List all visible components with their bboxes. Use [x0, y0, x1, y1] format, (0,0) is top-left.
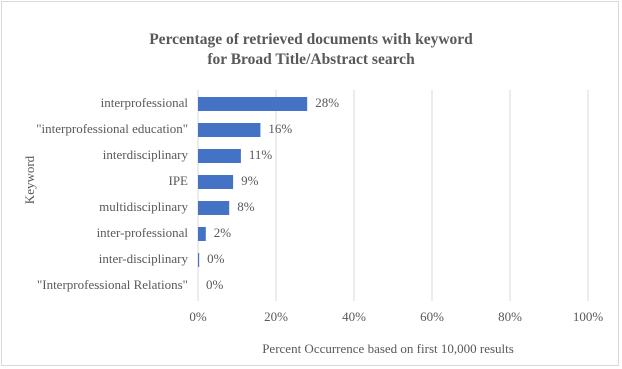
x-tick-labels: 0% 20% 40% 60% 80% 100% — [189, 309, 603, 324]
x-tick-label: 100% — [573, 309, 604, 324]
chart-title: Percentage of retrieved documents with k… — [0, 30, 622, 70]
data-label: 28% — [315, 95, 339, 110]
data-label: 9% — [241, 173, 259, 188]
category-label: inter-disciplinary — [99, 251, 189, 266]
x-tick-label: 80% — [498, 309, 522, 324]
bar — [198, 123, 261, 137]
x-axis-label: Percent Occurrence based on first 10,000… — [262, 341, 514, 356]
category-label: "interprofessional education" — [36, 121, 188, 136]
data-labels: 28% 16% 11% 9% 8% 2% 0% 0% — [206, 95, 339, 292]
x-tick-label: 40% — [342, 309, 366, 324]
x-tick-label: 20% — [264, 309, 288, 324]
category-label: interprofessional — [101, 95, 189, 110]
chart-title-line-2: for Broad Title/Abstract search — [207, 51, 415, 68]
bars — [198, 97, 308, 267]
category-label: IPE — [169, 173, 189, 188]
data-label: 0% — [207, 251, 225, 266]
bar — [198, 201, 230, 215]
x-tick-label: 0% — [189, 309, 207, 324]
data-label: 8% — [237, 199, 255, 214]
category-labels: interprofessional "interprofessional educ… — [36, 95, 188, 292]
category-label: "Interprofessional Relations" — [37, 277, 188, 292]
bar — [198, 175, 234, 189]
data-label: 11% — [249, 147, 273, 162]
bar — [198, 149, 241, 163]
category-label: multidisciplinary — [99, 199, 188, 214]
bar — [198, 253, 200, 267]
bar — [198, 97, 308, 111]
x-tick-label: 60% — [420, 309, 444, 324]
bar — [198, 227, 206, 241]
data-label: 0% — [206, 277, 224, 292]
category-label: inter-professional — [97, 225, 189, 240]
gridlines — [197, 90, 589, 301]
category-label: interdisciplinary — [103, 147, 189, 162]
chart-title-line-1: Percentage of retrieved documents with k… — [149, 31, 473, 48]
data-label: 2% — [214, 225, 232, 240]
data-label: 16% — [268, 121, 292, 136]
